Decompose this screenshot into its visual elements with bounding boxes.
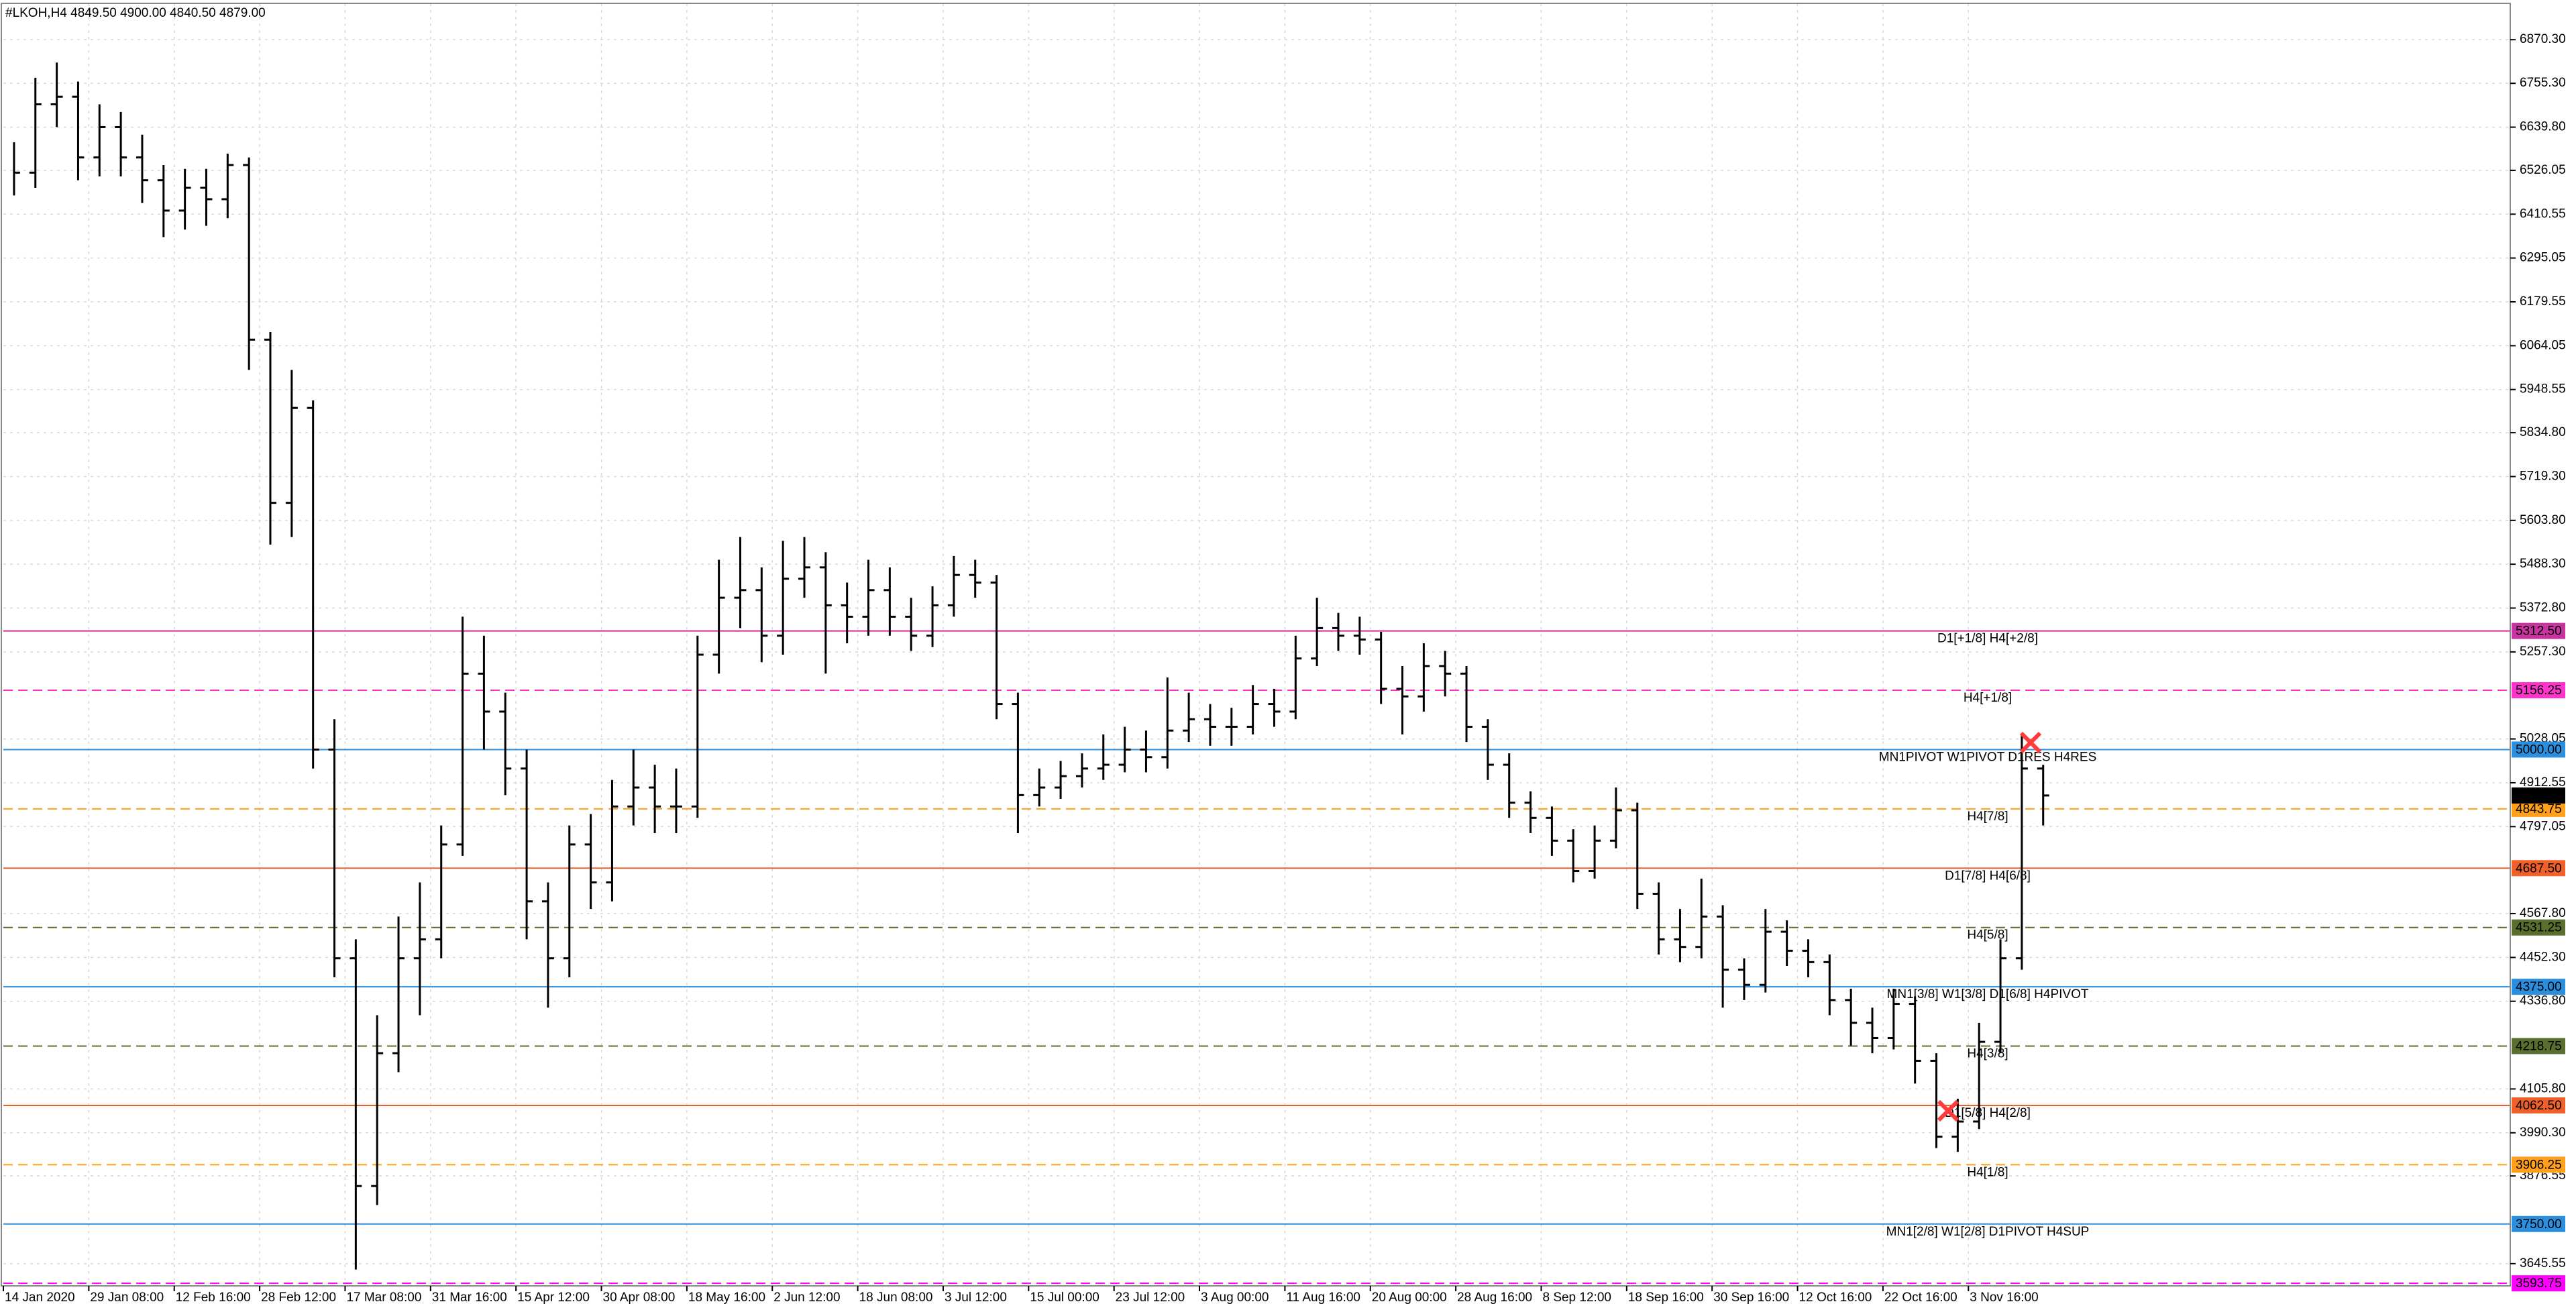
x-tick-label: 3 Jul 12:00	[945, 1291, 1007, 1305]
x-tick-label: 28 Feb 12:00	[261, 1291, 336, 1305]
x-tick-label: 2 Jun 12:00	[773, 1291, 840, 1305]
x-tick-label: 12 Feb 16:00	[176, 1291, 251, 1305]
price-tag-label: 3593.75	[2516, 1276, 2562, 1291]
x-tick-label: 12 Oct 16:00	[1799, 1291, 1872, 1305]
y-tick-label: 5488.30	[2520, 557, 2566, 571]
x-tick-label: 18 May 16:00	[688, 1291, 765, 1305]
y-tick-label: 6639.80	[2520, 120, 2566, 134]
price-tag	[2512, 1215, 2565, 1232]
y-tick-label: 6870.30	[2520, 32, 2566, 46]
y-tick-label: 5603.80	[2520, 513, 2566, 527]
level-label: H4[7/8]	[1967, 810, 2008, 824]
price-tag-label: 5156.25	[2516, 684, 2562, 698]
price-tag	[2512, 1097, 2565, 1113]
price-tag-label: 3750.00	[2516, 1217, 2562, 1232]
price-axis: 6870.30 6755.30 6639.80 6526.05 6410.55 6295.…	[3, 32, 2566, 1305]
signal-x	[1937, 1099, 1960, 1122]
y-tick-label: 4452.30	[2520, 950, 2566, 964]
y-tick-label: 4336.80	[2520, 994, 2566, 1008]
price-tag	[2512, 979, 2565, 995]
x-tick-label: 18 Jun 08:00	[859, 1291, 933, 1305]
level-label: H4[5/8]	[1967, 928, 2008, 942]
y-tick-label: 5372.80	[2520, 601, 2566, 615]
price-tag-label: 3906.25	[2516, 1158, 2562, 1172]
y-tick-label: 4567.80	[2520, 906, 2566, 920]
y-tick-label: 3645.55	[2520, 1256, 2566, 1270]
current-price-label: 4879.00	[2516, 789, 2562, 803]
y-tick-label: 6755.30	[2520, 76, 2566, 90]
x-tick-label: 29 Jan 08:00	[90, 1291, 164, 1305]
y-tick-label: 5257.30	[2520, 645, 2566, 659]
price-tag-label: 4531.25	[2516, 921, 2562, 935]
chart-title: #LKOH,H4 4849.50 4900.00 4840.50 4879.00	[5, 6, 266, 20]
price-tag-label: 4375.00	[2516, 980, 2562, 994]
x-tick-label: 23 Jul 12:00	[1116, 1291, 1185, 1305]
price-tag-label: 4218.75	[2516, 1040, 2562, 1054]
price-tag	[2512, 622, 2565, 639]
x-tick-label: 18 Sep 16:00	[1628, 1291, 1704, 1305]
y-tick-label: 6064.05	[2520, 338, 2566, 352]
x-tick-label: 3 Aug 00:00	[1201, 1291, 1269, 1305]
signal-x	[2019, 731, 2042, 754]
x-tick-label: 11 Aug 16:00	[1286, 1291, 1360, 1305]
price-tag	[2512, 1156, 2565, 1173]
price-tag	[2512, 919, 2565, 936]
bars	[13, 62, 2049, 1270]
price-tag-label: 4843.75	[2516, 802, 2562, 816]
x-tick-label: 20 Aug 00:00	[1372, 1291, 1447, 1305]
current-price-tag	[2512, 787, 2565, 804]
x-tick-label: 3 Nov 16:00	[1970, 1291, 2038, 1305]
x-tick-label: 15 Apr 12:00	[517, 1291, 590, 1305]
price-tag	[2512, 860, 2565, 877]
price-tag	[2512, 1275, 2565, 1292]
level-label: MN1[3/8] W1[3/8] D1[6/8] H4PIVOT	[1887, 987, 2089, 1001]
y-tick-label: 5719.30	[2520, 469, 2566, 483]
levels: D1[+1/8] H4[+2/8] H4[+1/8] MN1PIVOT W1PIVO…	[3, 630, 2510, 1285]
y-tick-label: 6295.05	[2520, 251, 2566, 265]
y-tick-label: 5948.55	[2520, 382, 2566, 396]
level-label: D1[7/8] H4[6/8]	[1945, 869, 2031, 883]
price-tag-label: 5312.50	[2516, 624, 2562, 639]
price-tag	[2512, 1038, 2565, 1054]
x-tick-label: 22 Oct 16:00	[1884, 1291, 1957, 1305]
price-tag-label: 4687.50	[2516, 861, 2562, 875]
price-tag	[2512, 682, 2565, 699]
grid	[3, 3, 2510, 1286]
price-tag-label: 4062.50	[2516, 1099, 2562, 1113]
level-label: H4[1/8]	[1967, 1165, 2008, 1179]
level-label: H4[+1/8]	[1964, 691, 2012, 705]
x-tick-label: 31 Mar 16:00	[432, 1291, 507, 1305]
x-tick-label: 30 Sep 16:00	[1713, 1291, 1789, 1305]
x-tick-label: 8 Sep 12:00	[1542, 1291, 1611, 1305]
x-tick-label: 14 Jan 2020	[5, 1291, 75, 1305]
level-label: D1[5/8] H4[2/8]	[1945, 1106, 2031, 1120]
y-tick-label: 6410.55	[2520, 207, 2566, 221]
level-label: H4[3/8]	[1967, 1047, 2008, 1061]
level-label: D1[+1/8] H4[+2/8]	[1937, 632, 2038, 646]
level-label: MN1[2/8] W1[2/8] D1PIVOT H4SUP	[1886, 1225, 2090, 1239]
plot-frame	[1, 3, 2511, 1287]
y-tick-label: 4912.55	[2520, 775, 2566, 789]
y-tick-label: 4797.05	[2520, 819, 2566, 833]
level-label: MN1PIVOT W1PIVOT D1RES H4RES	[1879, 750, 2097, 764]
x-tick-label: 28 Aug 16:00	[1457, 1291, 1532, 1305]
price-tag-label: 5000.00	[2516, 743, 2562, 757]
x-tick-label: 30 Apr 08:00	[603, 1291, 676, 1305]
y-tick-label: 3990.30	[2520, 1126, 2566, 1140]
y-tick-label: 5834.80	[2520, 425, 2566, 439]
y-tick-label: 6526.05	[2520, 163, 2566, 177]
y-tick-label: 4105.80	[2520, 1081, 2566, 1095]
signal-markers	[1937, 731, 2042, 1122]
y-tick-label: 6179.55	[2520, 294, 2566, 309]
x-tick-label: 15 Jul 00:00	[1030, 1291, 1099, 1305]
price-tag	[2512, 741, 2565, 758]
x-tick-label: 17 Mar 08:00	[346, 1291, 421, 1305]
